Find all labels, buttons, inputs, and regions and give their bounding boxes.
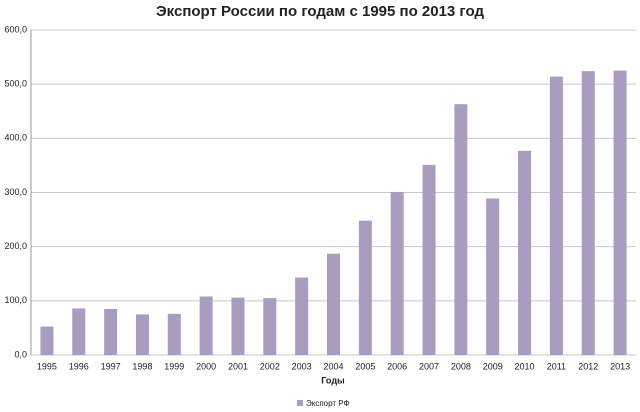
bar — [422, 164, 436, 355]
x-tick-label: 2013 — [610, 361, 630, 371]
bar — [358, 220, 372, 355]
bar — [549, 76, 563, 355]
x-tick-label: 2011 — [547, 361, 566, 371]
x-tick-label: 2005 — [355, 361, 375, 371]
x-tick-label: 2012 — [578, 361, 598, 371]
x-tick-label: 2002 — [260, 361, 280, 371]
y-tick-label: 100,0 — [4, 295, 27, 305]
y-tick-label: 400,0 — [4, 133, 27, 143]
chart-title: Экспорт России по годам с 1995 по 2013 г… — [156, 3, 484, 20]
x-axis-label: Годы — [321, 375, 345, 385]
y-tick-label: 0,0 — [14, 349, 27, 359]
y-tick-label: 600,0 — [4, 24, 27, 34]
x-tick-label: 2007 — [419, 361, 439, 371]
x-tick-label: 1995 — [37, 361, 57, 371]
bar — [454, 104, 468, 355]
x-tick-label: 2008 — [451, 361, 471, 371]
x-tick-label: 2003 — [292, 361, 312, 371]
x-tick-label: 2000 — [196, 361, 216, 371]
legend-swatch — [297, 400, 303, 406]
legend-label: Экспорт РФ — [306, 399, 350, 408]
x-tick-label: 1998 — [132, 361, 152, 371]
x-tick-label: 1999 — [164, 361, 184, 371]
x-tick-label: 2010 — [515, 361, 535, 371]
x-tick-label: 2009 — [483, 361, 503, 371]
bar — [72, 308, 86, 355]
x-tick-label: 2004 — [323, 361, 343, 371]
bar — [390, 191, 404, 355]
bar — [40, 326, 54, 355]
bar — [295, 277, 309, 355]
bar — [167, 313, 181, 355]
bar — [104, 308, 118, 355]
y-tick-label: 200,0 — [4, 241, 27, 251]
bar — [231, 297, 245, 355]
x-tick-label: 1996 — [69, 361, 89, 371]
x-tick-label: 2001 — [228, 361, 248, 371]
x-tick-label: 1997 — [101, 361, 121, 371]
bar — [613, 70, 627, 355]
bar — [581, 71, 595, 356]
bar — [199, 296, 213, 355]
y-tick-label: 300,0 — [4, 187, 27, 197]
bar — [263, 298, 277, 355]
y-tick-label: 500,0 — [4, 79, 27, 89]
bar — [327, 253, 340, 355]
bar — [135, 314, 149, 355]
bar — [518, 150, 532, 355]
x-tick-label: 2006 — [387, 361, 407, 371]
bar — [486, 198, 500, 355]
